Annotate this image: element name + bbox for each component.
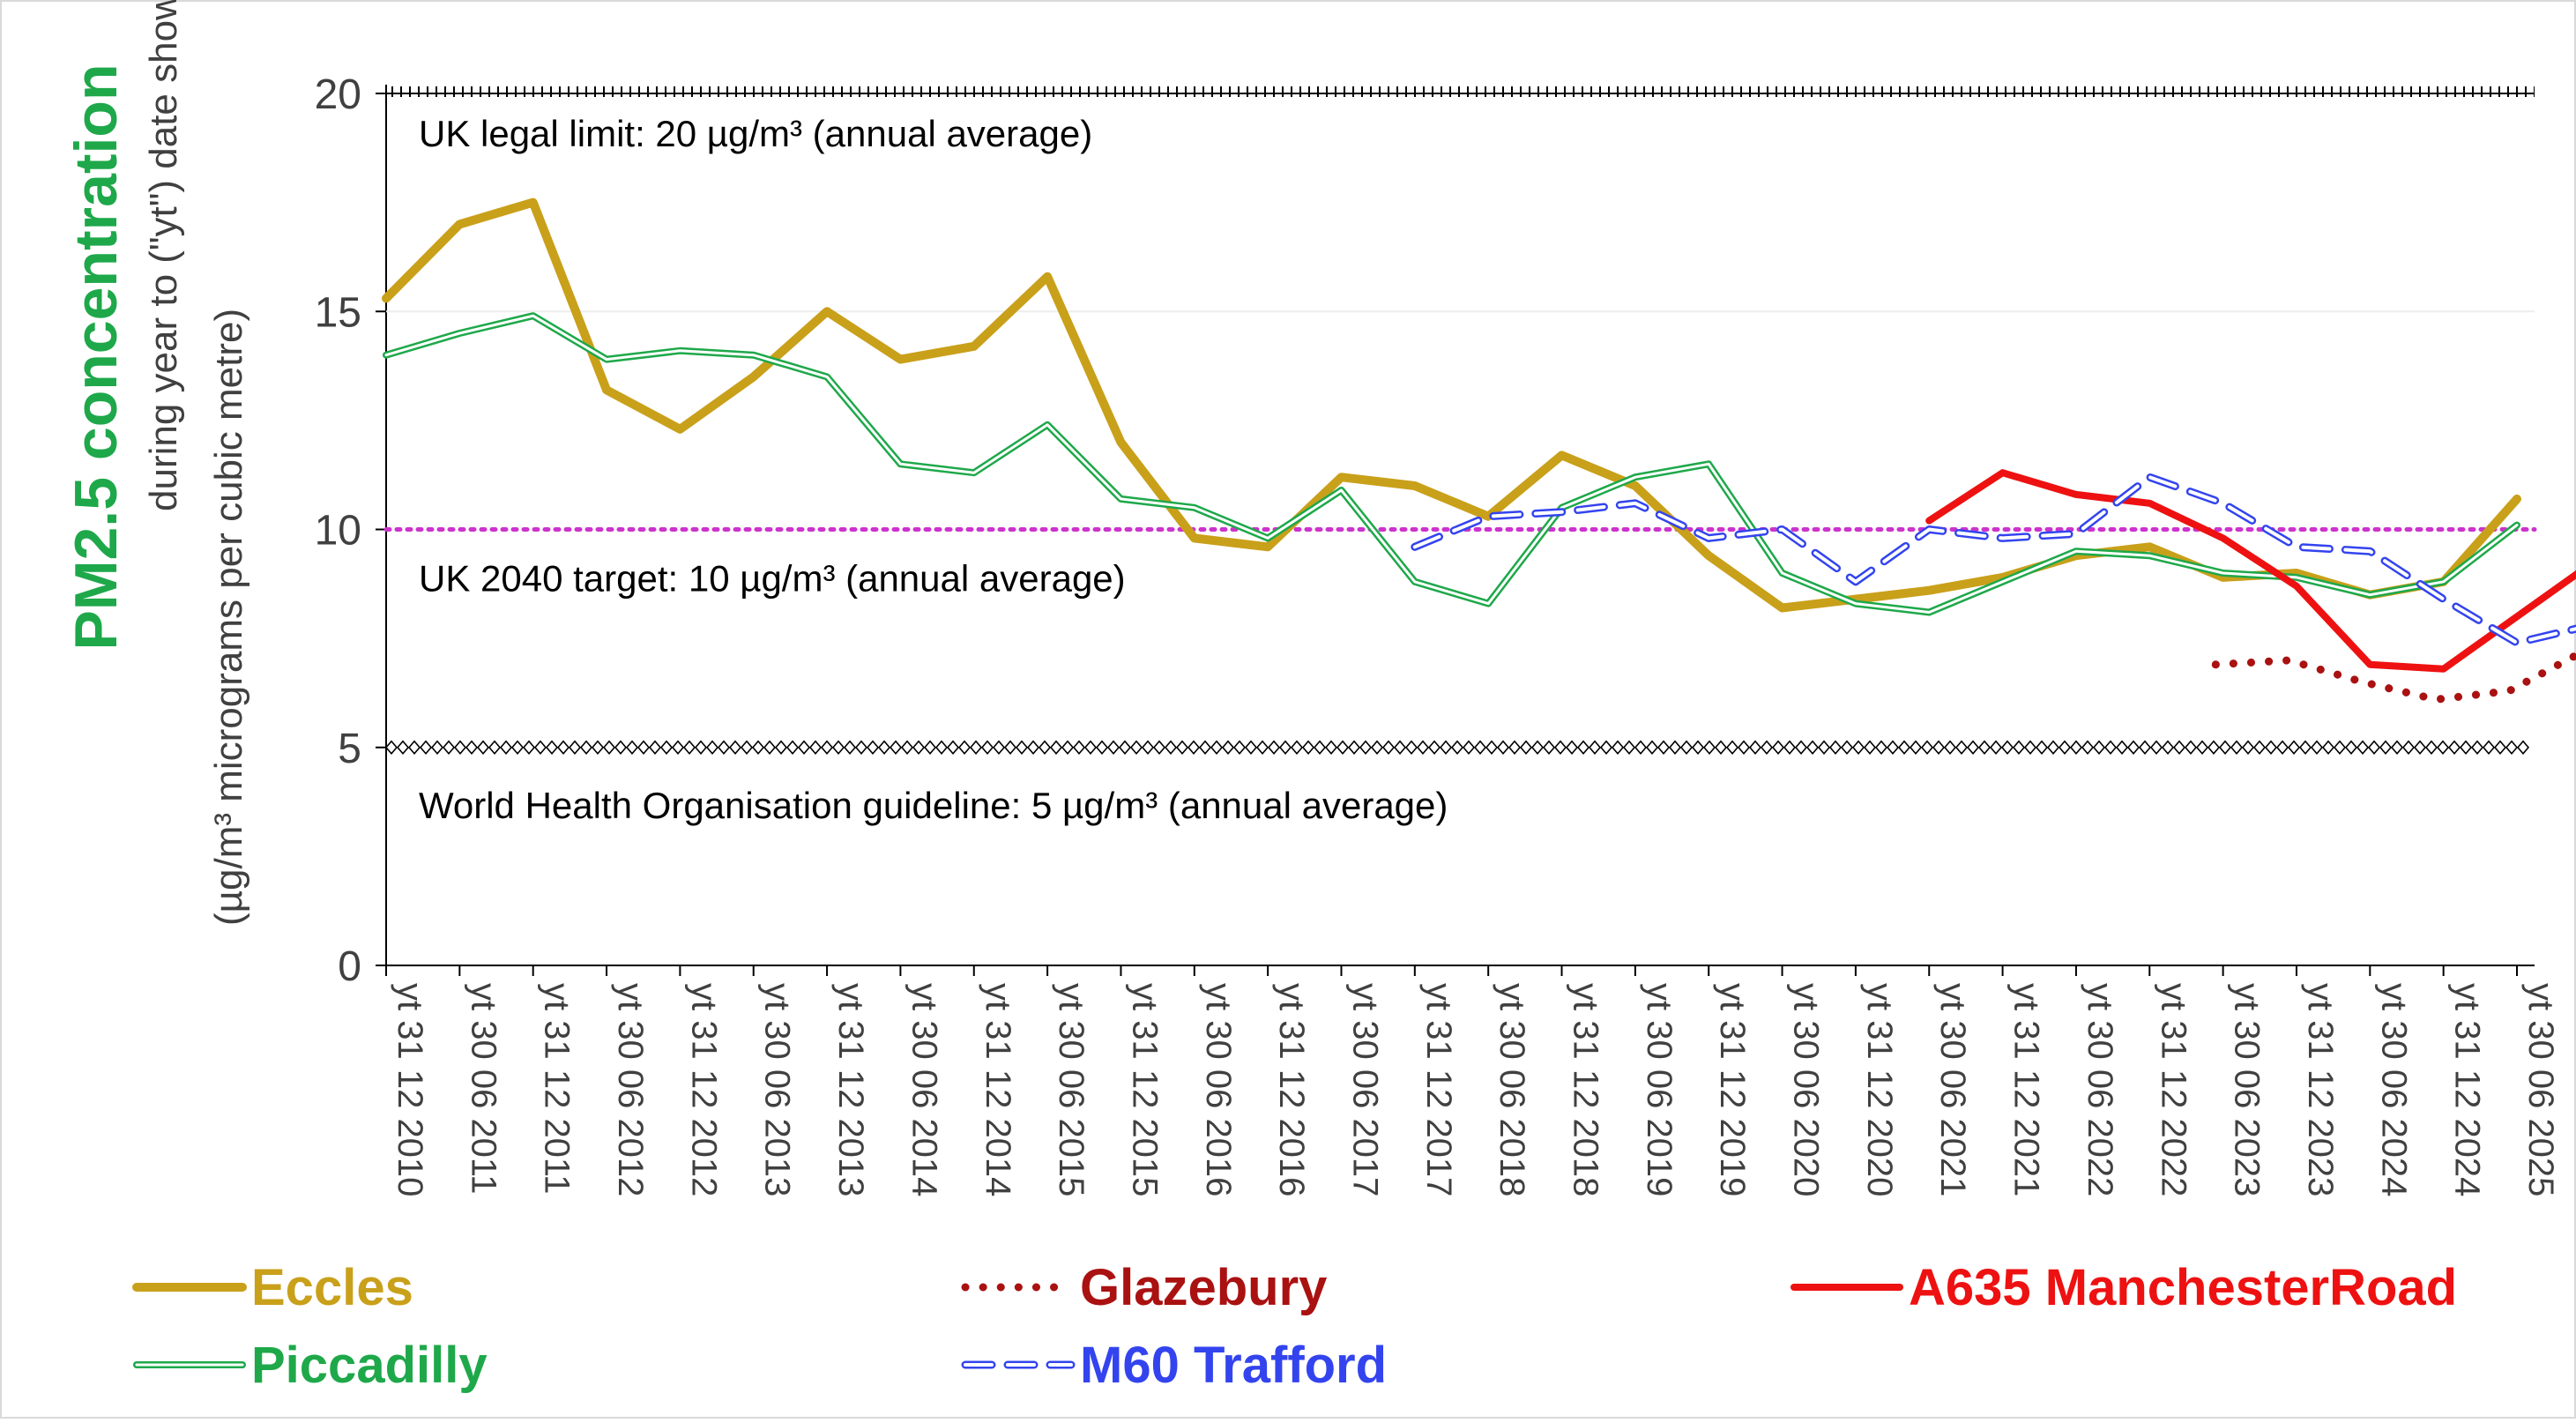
legend-label: A635 ManchesterRoad	[1909, 1259, 2457, 1316]
x-tick-label: yt 30 06 2023	[2228, 983, 2267, 1196]
x-tick-label: yt 31 12 2021	[2007, 983, 2046, 1196]
series-glazebury	[2211, 651, 2576, 704]
legend-item-piccadilly: Piccadilly	[133, 1337, 488, 1394]
y-axis-title: PM2.5 concentration	[63, 63, 130, 650]
reference-label: UK legal limit: 20 µg/m³ (annual average…	[419, 113, 1092, 154]
y-tick-label: 10	[315, 508, 361, 555]
x-tick-label: yt 31 12 2015	[1125, 983, 1164, 1196]
x-tick-label: yt 30 06 2017	[1345, 983, 1384, 1196]
reference-label: UK 2040 target: 10 µg/m³ (annual average…	[419, 558, 1126, 600]
x-tick-label: yt 31 12 2012	[684, 983, 723, 1196]
legend-item-m60-trafford: M60 Trafford	[961, 1337, 1387, 1394]
series-line-inner	[384, 314, 2519, 614]
y-tick-label: 15	[315, 289, 361, 336]
series-line	[382, 197, 2521, 613]
x-tick-label: yt 30 06 2021	[1933, 983, 1972, 1196]
axes: 0 5 10 15 20 yt 31 12 2010 yt 30 06 2011 yt 31 …	[315, 71, 2560, 1196]
series-line	[1925, 469, 2576, 673]
x-tick-label: yt 30 06 2022	[2081, 983, 2119, 1196]
legend: Eccles Piccadilly Glazebury A635 Manchester…	[132, 1259, 2457, 1394]
x-tick-label: yt 31 12 2017	[1419, 983, 1458, 1196]
x-tick-label: yt 31 12 2013	[831, 983, 870, 1196]
x-tick-label: yt 30 06 2018	[1493, 983, 1531, 1196]
reference-label: World Health Organisation guideline: 5 µ…	[419, 785, 1448, 826]
legend-label: Piccadilly	[251, 1337, 488, 1394]
legend-label: Glazebury	[1080, 1259, 1327, 1316]
y-tick-label: 20	[315, 71, 361, 118]
y-tick-label: 0	[338, 943, 361, 990]
x-tick-label: yt 30 06 2025	[2521, 983, 2560, 1196]
x-tick-label: yt 31 12 2010	[391, 983, 429, 1196]
legend-item-glazebury: Glazebury	[961, 1259, 1327, 1316]
legal-limit-marks	[386, 86, 2535, 101]
y-axis-subtitle-1: during year to ("yt") date shown	[142, 0, 185, 511]
x-tick-label: yt 30 06 2016	[1199, 983, 1238, 1196]
x-tick-label: yt 31 12 2014	[979, 983, 1017, 1196]
x-tick-label: yt 31 12 2020	[1860, 983, 1899, 1196]
who-guideline-line	[384, 740, 2530, 755]
x-tick-label: yt 30 06 2020	[1787, 983, 1826, 1196]
x-tick-label: yt 31 12 2016	[1272, 983, 1311, 1196]
series-piccadilly	[383, 312, 2520, 616]
x-tick-label: yt 30 06 2024	[2374, 983, 2413, 1196]
legend-label: Eccles	[251, 1259, 413, 1316]
x-tick-label: yt 31 12 2018	[1567, 983, 1605, 1196]
x-tick-label: yt 30 06 2019	[1640, 983, 1679, 1196]
legend-label: M60 Trafford	[1080, 1337, 1387, 1394]
series-line-inner	[1412, 475, 2576, 645]
series-eccles	[382, 197, 2521, 613]
series-line	[2211, 651, 2576, 704]
legend-item-eccles: Eccles	[132, 1259, 413, 1316]
y-tick-label: 5	[338, 726, 361, 772]
x-tick-label: yt 30 06 2014	[905, 983, 943, 1196]
legend-item-a635-manchesterroad: A635 ManchesterRoad	[1791, 1259, 2457, 1316]
x-tick-label: yt 31 12 2022	[2154, 983, 2193, 1196]
series	[382, 197, 2576, 704]
x-tick-label: yt 30 06 2012	[611, 983, 650, 1196]
x-tick-label: yt 31 12 2011	[538, 983, 577, 1194]
x-tick-label: yt 31 12 2024	[2448, 983, 2487, 1196]
x-tick-label: yt 30 06 2013	[758, 983, 797, 1196]
x-tick-label: yt 31 12 2019	[1713, 983, 1752, 1196]
x-tick-label: yt 30 06 2011	[464, 983, 503, 1194]
series-a635-manchesterroad	[1925, 469, 2576, 673]
x-tick-label: yt 30 06 2015	[1052, 983, 1091, 1196]
y-axis-subtitle-2: (µg/m³ micrograms per cubic metre)	[207, 309, 250, 926]
series-m60-trafford	[1411, 473, 2576, 647]
x-tick-label: yt 31 12 2023	[2301, 983, 2340, 1196]
reference-lines: UK legal limit: 20 µg/m³ (annual average…	[383, 86, 2537, 826]
